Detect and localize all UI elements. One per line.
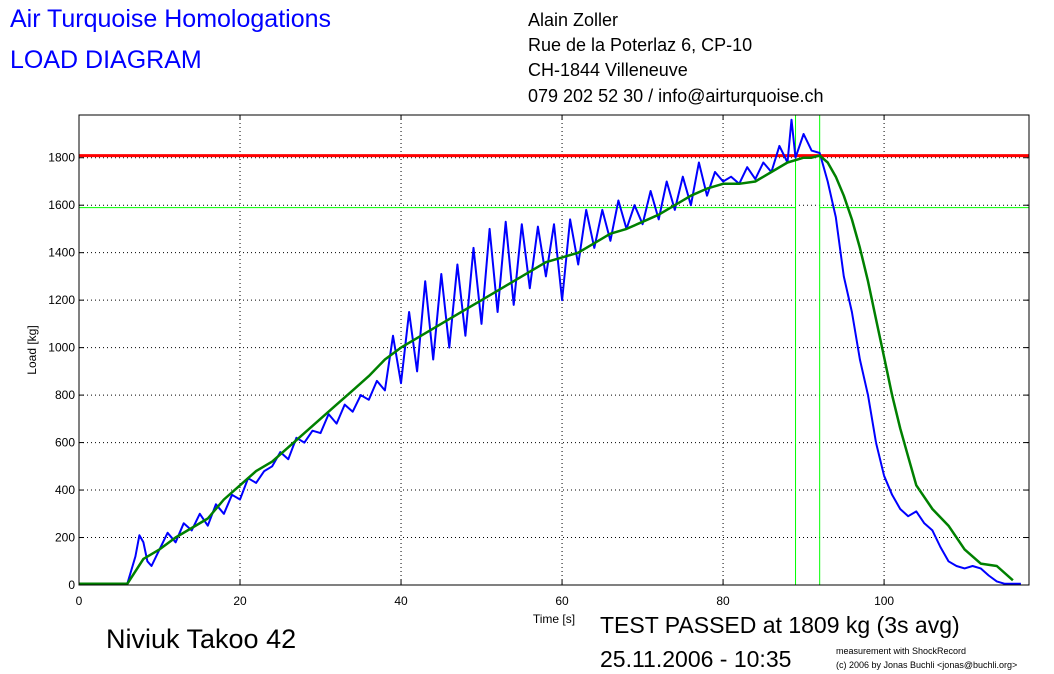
x-tick-label: 0	[76, 594, 83, 608]
y-tick-label: 800	[55, 388, 75, 402]
glider-name: Niviuk Takoo 42	[106, 624, 297, 654]
address-city: CH-1844 Villeneuve	[528, 60, 688, 80]
y-tick-label: 1800	[48, 151, 75, 165]
y-tick-label: 200	[55, 531, 75, 545]
x-tick-label: 20	[233, 594, 247, 608]
plot-frame	[78, 114, 1030, 586]
address-street: Rue de la Poterlaz 6, CP-10	[528, 35, 753, 55]
test-result: TEST PASSED at 1809 kg (3s avg)	[600, 612, 960, 638]
address-contact: 079 202 52 30 / info@airturquoise.ch	[528, 86, 824, 106]
y-axis-label: Load [kg]	[25, 325, 39, 374]
x-tick-label: 80	[716, 594, 730, 608]
y-tick-label: 1000	[48, 341, 75, 355]
y-tick-label: 600	[55, 436, 75, 450]
plot-area	[79, 115, 1029, 585]
diagram-title: LOAD DIAGRAM	[10, 46, 202, 74]
x-tick-label: 100	[874, 594, 894, 608]
series-line-avg	[79, 154, 1014, 586]
credit-line-2: (c) 2006 by Jonas Buchli <jonas@buchli.o…	[836, 660, 1018, 670]
report-title: Air Turquoise Homologations	[10, 5, 331, 33]
x-tick-label: 60	[555, 594, 569, 608]
x-tick-label: 40	[394, 594, 408, 608]
address-name: Alain Zoller	[528, 10, 619, 30]
y-tick-label: 1200	[48, 293, 75, 307]
y-tick-label: 1400	[48, 246, 75, 260]
credit-line-1: measurement with ShockRecord	[836, 646, 967, 656]
y-tick-label: 0	[68, 578, 75, 592]
y-tick-label: 400	[55, 483, 75, 497]
test-datetime: 25.11.2006 - 10:35	[600, 646, 792, 672]
series-line-raw	[79, 118, 1021, 585]
y-tick-label: 1600	[48, 198, 75, 212]
x-axis-label: Time [s]	[533, 612, 575, 626]
